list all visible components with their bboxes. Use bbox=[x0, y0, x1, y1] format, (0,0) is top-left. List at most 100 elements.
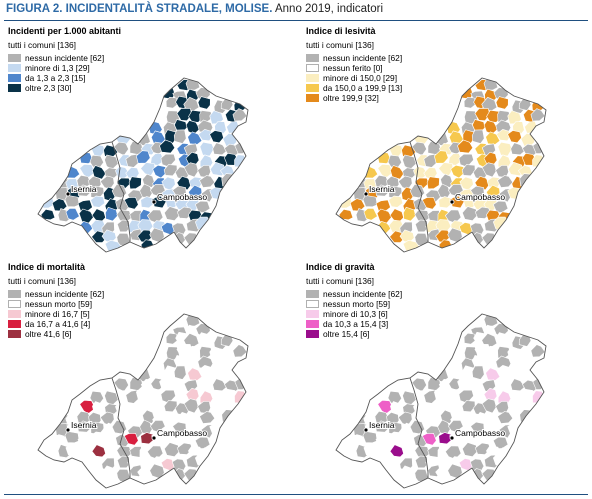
legend-item: oltre 15,4 [6] bbox=[306, 329, 402, 339]
municipality-area bbox=[403, 442, 417, 458]
legend-swatch bbox=[8, 74, 21, 82]
legend-label: nessun incidente [62] bbox=[323, 289, 403, 299]
municipality-area bbox=[495, 364, 511, 378]
legend-swatch bbox=[306, 300, 319, 308]
legend-label: da 10,3 a 15,4 [3] bbox=[323, 319, 389, 329]
municipality-area bbox=[409, 183, 426, 199]
municipality-area bbox=[463, 332, 477, 345]
municipality-area bbox=[111, 183, 128, 199]
molise-map: Isernia Campobasso bbox=[335, 313, 547, 489]
legend-swatch bbox=[306, 330, 319, 338]
municipality-area bbox=[163, 442, 180, 458]
municipality-area bbox=[530, 108, 546, 122]
municipality-area bbox=[388, 195, 404, 208]
municipality-area bbox=[197, 332, 211, 346]
municipality-area bbox=[199, 141, 215, 157]
municipality-area bbox=[530, 344, 546, 358]
municipality-area bbox=[111, 419, 128, 435]
municipality-area bbox=[185, 197, 200, 211]
municipality-area bbox=[116, 455, 131, 469]
legend-swatch bbox=[306, 84, 319, 92]
municipality-area bbox=[389, 466, 406, 479]
municipality-area bbox=[163, 164, 178, 177]
city-marker bbox=[449, 435, 455, 441]
municipality-area bbox=[495, 332, 509, 346]
municipality-area bbox=[105, 442, 119, 458]
legend-item: nessun incidente [62] bbox=[306, 289, 402, 299]
legend-swatch bbox=[8, 64, 21, 72]
municipality-area bbox=[185, 78, 201, 91]
municipality-area bbox=[140, 196, 155, 209]
municipality-area bbox=[209, 130, 224, 144]
municipality-area bbox=[497, 377, 513, 393]
legend-item: nessun morto [59] bbox=[8, 299, 104, 309]
municipality-area bbox=[403, 206, 417, 222]
municipality-area bbox=[507, 366, 522, 380]
municipality-area bbox=[486, 184, 501, 199]
region-outline bbox=[335, 77, 547, 253]
legend-label: minore di 16,7 [5] bbox=[25, 309, 90, 319]
municipality-area bbox=[471, 365, 485, 380]
region-outline bbox=[335, 313, 547, 489]
municipality-area bbox=[176, 107, 193, 122]
city-marker bbox=[65, 191, 71, 197]
figure-title: FIGURA 2. INCIDENTALITÀ STRADALE, MOLISE… bbox=[6, 3, 383, 15]
city-marker bbox=[363, 427, 369, 433]
legend-label: nessun incidente [62] bbox=[25, 53, 105, 63]
municipality-area bbox=[438, 432, 453, 445]
municipality-area bbox=[440, 409, 453, 424]
legend: Incidenti per 1.000 abitanti tutti i com… bbox=[8, 26, 121, 93]
legend-item: oltre 199,9 [32] bbox=[306, 93, 402, 103]
legend-swatch bbox=[8, 330, 21, 338]
panel-title: Incidenti per 1.000 abitanti bbox=[8, 26, 122, 36]
legend-label: da 150,0 a 199,9 [13] bbox=[323, 83, 403, 93]
municipality-area bbox=[338, 444, 354, 457]
municipality-area bbox=[165, 332, 179, 345]
legend-item: oltre 41,6 [6] bbox=[8, 329, 104, 339]
municipality-area bbox=[483, 78, 499, 91]
municipality-area bbox=[495, 128, 511, 142]
municipality-area bbox=[163, 206, 180, 222]
municipality-area bbox=[65, 207, 80, 221]
legend-item: da 10,3 a 15,4 [3] bbox=[306, 319, 402, 329]
legend: Indice di gravità tutti i comuni [136] n… bbox=[306, 262, 402, 339]
municipality-area bbox=[449, 431, 465, 445]
legend-item: minore di 10,3 [6] bbox=[306, 309, 402, 319]
municipality-area bbox=[172, 421, 187, 435]
legend-label: da 1,3 a 2,3 [15] bbox=[25, 73, 86, 83]
top-rule bbox=[4, 20, 588, 21]
panel-title: Indice di gravità bbox=[306, 262, 375, 272]
municipality-area bbox=[421, 196, 437, 210]
municipality-area bbox=[176, 343, 193, 358]
panel-subtitle: tutti i comuni [136] bbox=[306, 276, 374, 286]
municipality-area bbox=[497, 141, 513, 157]
panel-subtitle: tutti i comuni [136] bbox=[8, 276, 76, 286]
municipality-area bbox=[414, 219, 429, 233]
legend-label: minore di 1,3 [29] bbox=[25, 63, 90, 73]
legend-swatch bbox=[306, 54, 319, 62]
municipality-area bbox=[212, 142, 228, 156]
municipality-area bbox=[128, 412, 142, 426]
municipality-area bbox=[123, 196, 139, 210]
legend-label: minore di 150,0 [29] bbox=[323, 73, 398, 83]
city-label-isernia: Isernia bbox=[369, 184, 395, 194]
municipality-area bbox=[92, 165, 107, 180]
legend-label: nessun incidente [62] bbox=[25, 289, 105, 299]
legend-label: nessun incidente [62] bbox=[323, 53, 403, 63]
municipality-area bbox=[390, 165, 405, 180]
municipality-area bbox=[375, 420, 391, 433]
legend-swatch bbox=[8, 84, 21, 92]
municipality-area bbox=[375, 184, 391, 197]
municipality-area bbox=[77, 184, 93, 197]
city-marker bbox=[65, 427, 71, 433]
municipality-area bbox=[461, 400, 476, 413]
municipality-area bbox=[209, 366, 224, 380]
municipality-area bbox=[474, 107, 491, 122]
municipality-area bbox=[128, 176, 142, 190]
legend-swatch bbox=[306, 74, 319, 82]
municipality-area bbox=[173, 365, 187, 380]
municipality-area bbox=[461, 164, 476, 177]
bottom-rule bbox=[4, 494, 588, 495]
panel-title: Indice di mortalità bbox=[8, 262, 86, 272]
map-panel-incidenti: Isernia Campobasso Incidenti per 1.000 ab… bbox=[8, 26, 298, 258]
